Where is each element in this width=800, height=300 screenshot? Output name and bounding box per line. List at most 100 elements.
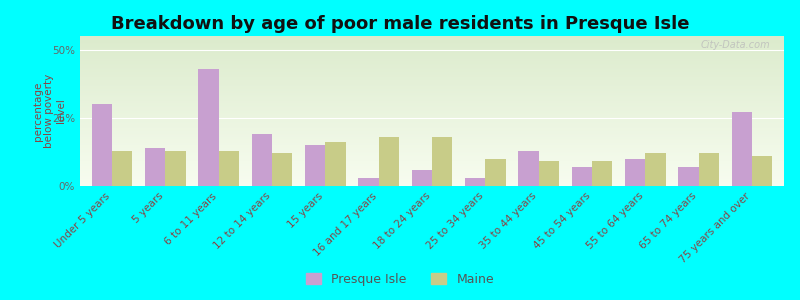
Bar — [80, 136, 784, 137]
Bar — [80, 114, 784, 115]
Bar — [326, 142, 346, 186]
Bar — [80, 111, 784, 112]
Bar — [80, 156, 784, 157]
Bar — [80, 44, 784, 45]
Bar — [80, 99, 784, 100]
Bar — [80, 108, 784, 109]
Bar — [80, 129, 784, 130]
Bar — [80, 79, 784, 80]
Bar — [80, 97, 784, 98]
Bar — [80, 64, 784, 65]
Bar — [80, 139, 784, 140]
Bar — [752, 156, 772, 186]
Bar — [80, 127, 784, 128]
Text: Breakdown by age of poor male residents in Presque Isle: Breakdown by age of poor male residents … — [110, 15, 690, 33]
Bar — [80, 120, 784, 121]
Bar — [80, 101, 784, 102]
Bar — [80, 163, 784, 164]
Bar — [678, 167, 698, 186]
Bar — [80, 118, 784, 119]
Bar — [732, 112, 752, 186]
Bar — [80, 168, 784, 169]
Bar — [80, 142, 784, 143]
Bar — [80, 132, 784, 133]
Bar — [592, 161, 612, 186]
Bar — [80, 61, 784, 62]
Bar — [80, 62, 784, 63]
Bar — [80, 167, 784, 168]
Bar — [80, 36, 784, 37]
Bar — [80, 159, 784, 160]
Bar — [80, 54, 784, 55]
Bar — [80, 182, 784, 183]
Bar — [80, 69, 784, 70]
Bar — [80, 91, 784, 92]
Bar — [80, 57, 784, 58]
Bar — [80, 141, 784, 142]
Bar — [145, 148, 166, 186]
Bar — [80, 93, 784, 94]
Bar — [698, 153, 719, 186]
Bar — [80, 137, 784, 138]
Bar — [80, 171, 784, 172]
Bar — [80, 115, 784, 116]
Bar — [252, 134, 272, 186]
Bar — [80, 144, 784, 145]
Bar — [80, 177, 784, 178]
Bar — [80, 103, 784, 104]
Bar — [80, 40, 784, 41]
Bar — [80, 104, 784, 105]
Bar — [80, 155, 784, 156]
Bar — [80, 45, 784, 46]
Bar — [80, 85, 784, 86]
Bar — [80, 146, 784, 147]
Bar — [80, 160, 784, 161]
Bar — [80, 169, 784, 170]
Bar — [80, 113, 784, 114]
Bar — [80, 158, 784, 159]
Bar — [80, 119, 784, 120]
Bar — [80, 53, 784, 54]
Bar — [80, 89, 784, 90]
Bar — [80, 37, 784, 38]
Bar — [80, 176, 784, 177]
Bar — [80, 59, 784, 60]
Bar — [80, 131, 784, 132]
Bar — [80, 82, 784, 83]
Bar — [80, 152, 784, 153]
Bar — [80, 160, 784, 161]
Bar — [80, 157, 784, 158]
Bar — [80, 138, 784, 139]
Bar — [80, 96, 784, 97]
Bar — [80, 128, 784, 129]
Bar — [358, 178, 378, 186]
Bar — [218, 151, 239, 186]
Bar — [80, 74, 784, 75]
Bar — [80, 68, 784, 69]
Bar — [80, 133, 784, 134]
Bar — [80, 178, 784, 179]
Bar — [80, 92, 784, 93]
Bar — [166, 151, 186, 186]
Bar — [80, 46, 784, 47]
Bar — [80, 88, 784, 89]
Bar — [80, 72, 784, 73]
Bar — [80, 122, 784, 123]
Bar — [80, 184, 784, 185]
Bar — [80, 181, 784, 182]
Bar — [80, 174, 784, 175]
Bar — [538, 161, 559, 186]
Bar — [80, 66, 784, 67]
Bar — [572, 167, 592, 186]
Bar — [80, 169, 784, 170]
Bar — [80, 118, 784, 119]
Bar — [80, 67, 784, 68]
Bar — [80, 162, 784, 163]
Bar — [80, 112, 784, 113]
Bar — [80, 95, 784, 96]
Bar — [80, 75, 784, 76]
Bar — [412, 169, 432, 186]
Bar — [378, 137, 399, 186]
Bar — [80, 151, 784, 152]
Bar — [80, 126, 784, 127]
